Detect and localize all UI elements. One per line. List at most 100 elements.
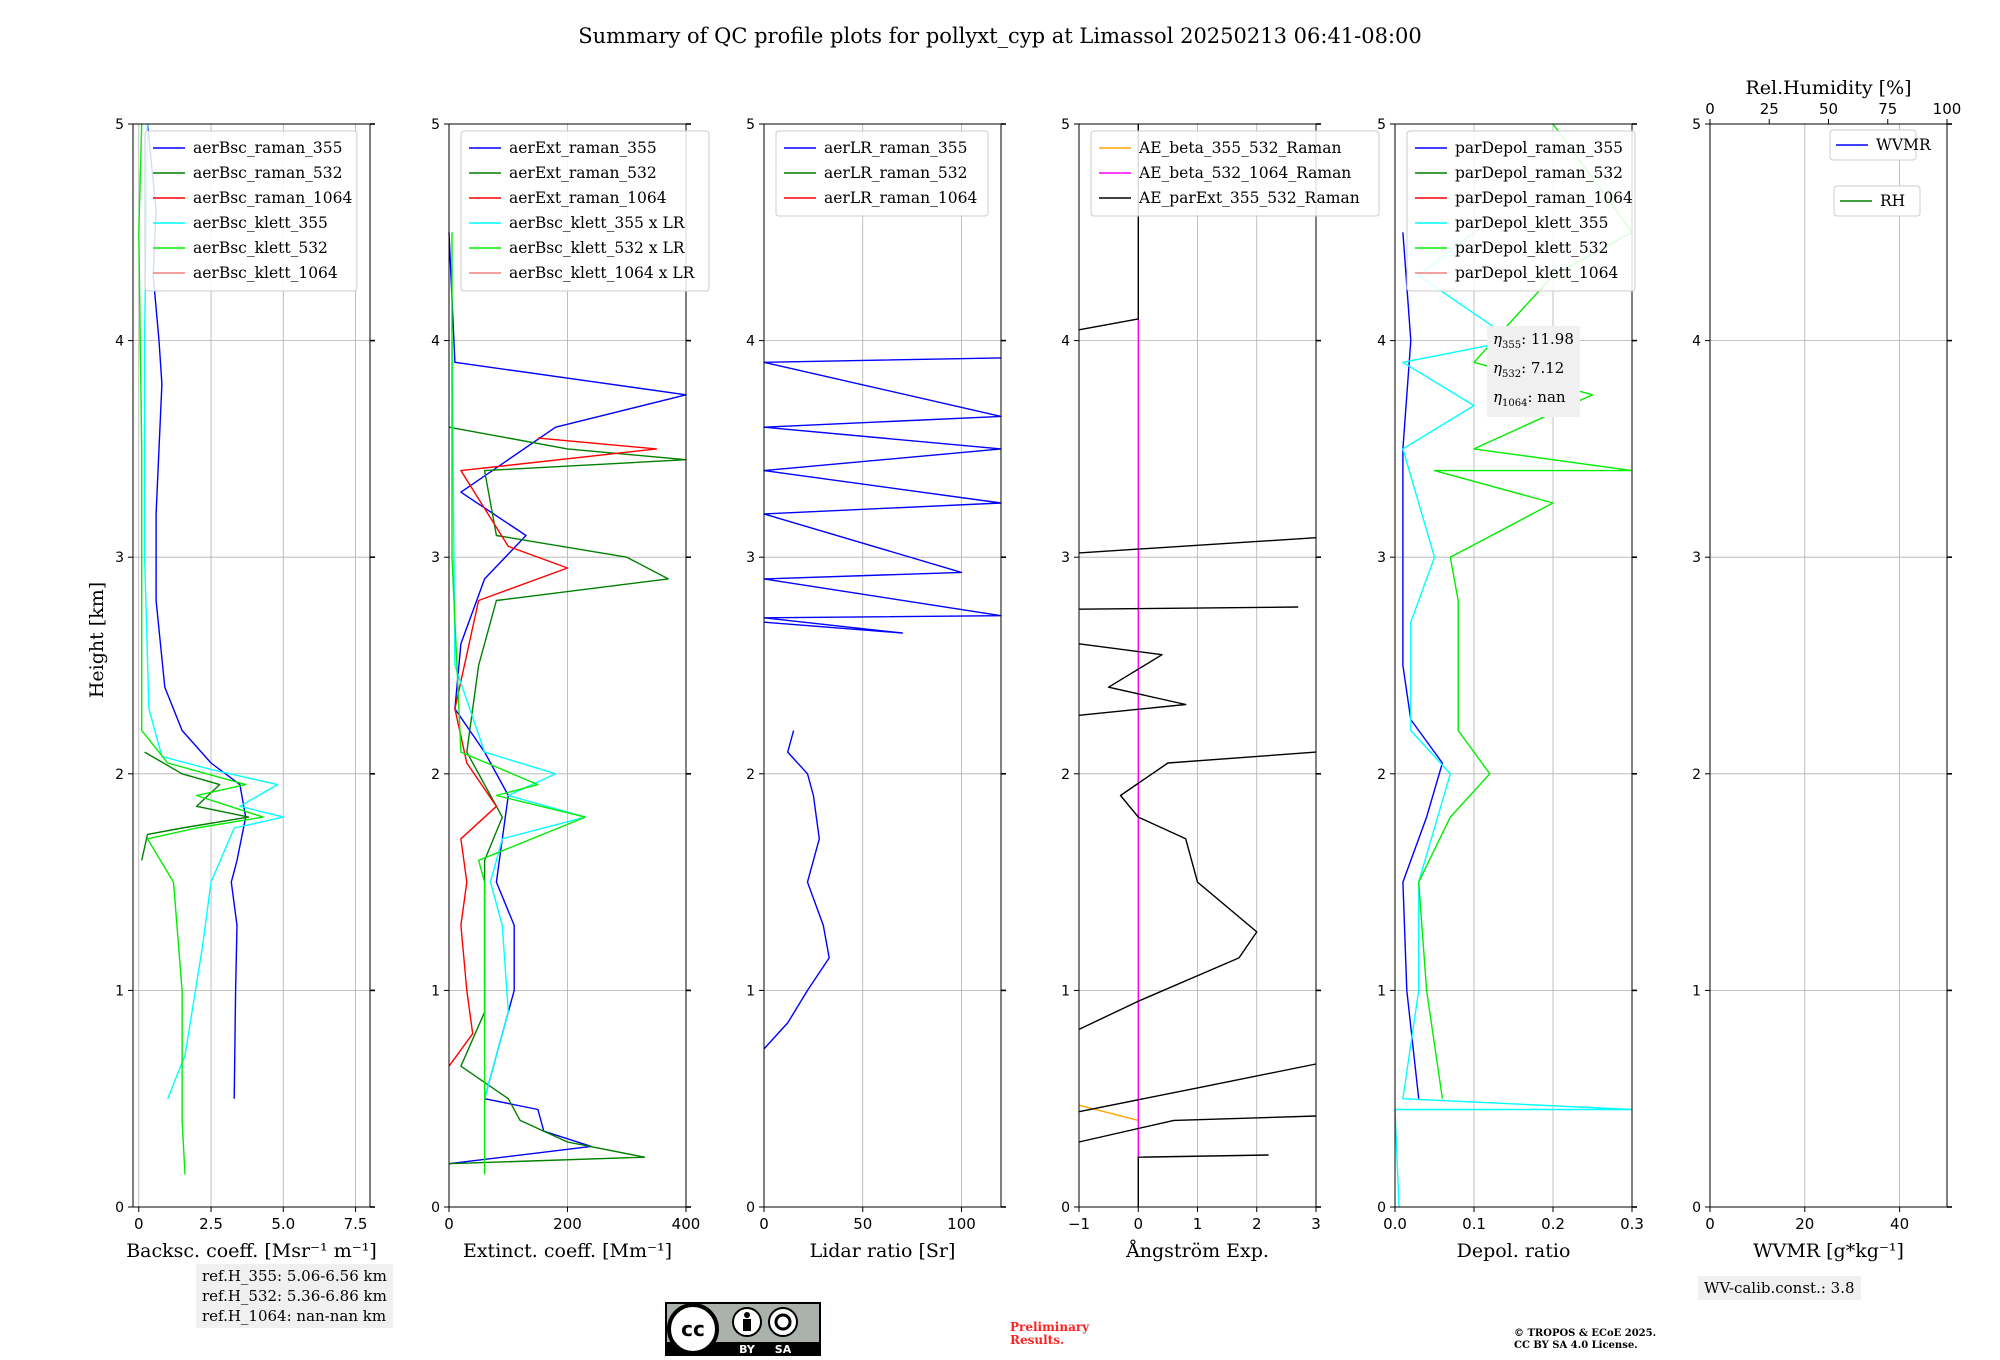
legend-box: [1406, 130, 1636, 292]
y-tick-label: 0: [1061, 1200, 1070, 1216]
y-tick-label: 4: [1692, 334, 1701, 350]
legend-label: AE_beta_532_1064_Raman: [1138, 164, 1351, 182]
series-line: [1417, 123, 1633, 1099]
x-tick-label: 0: [759, 1215, 769, 1233]
legend-label: parDepol_raman_1064: [1455, 189, 1633, 207]
figure-title: Summary of QC profile plots for pollyxt_…: [578, 24, 1422, 48]
copyright-line-1: © TROPOS & ECoE 2025.: [1514, 1328, 1657, 1339]
y-tick-label: 4: [1377, 334, 1386, 350]
series-line: [1402, 232, 1444, 1099]
x-tick-label: 7.5: [344, 1215, 368, 1233]
wv-calib-box: WV-calib.const.: 3.8: [1698, 1276, 1861, 1300]
series-line: [1078, 1063, 1317, 1113]
x-axis-label: Depol. ratio: [1457, 1240, 1571, 1262]
legend-label: AE_parExt_355_532_Raman: [1138, 189, 1360, 207]
sa-icon-arrow: [774, 1313, 792, 1331]
series-line: [451, 340, 586, 1099]
axes-frame: [1394, 123, 1633, 1208]
legend-box: [1829, 129, 1917, 161]
series-line: [1394, 231, 1633, 1208]
y-tick-label: 1: [115, 983, 124, 999]
top-x-tick-label: 50: [1819, 100, 1838, 118]
legend-label: parDepol_klett_532: [1455, 239, 1608, 257]
x-tick-label: 2.5: [199, 1215, 223, 1233]
refh-532: ref.H_532: 5.36-6.86 km: [202, 1287, 387, 1305]
series-line: [1078, 1115, 1317, 1143]
x-tick-label: 0: [1705, 1215, 1715, 1233]
by-icon-body: [743, 1319, 751, 1331]
y-tick-label: 0: [1692, 1200, 1701, 1216]
series-line: [763, 357, 1002, 634]
by-icon-head: [744, 1312, 750, 1318]
legend-label: parDepol_raman_355: [1455, 139, 1623, 157]
x-tick-label: −1: [1068, 1215, 1090, 1233]
copyright-note: © TROPOS & ECoE 2025. CC BY SA 4.0 Licen…: [1514, 1328, 1656, 1352]
legend-label: WVMR: [1876, 136, 1932, 154]
preliminary-line-1: Preliminary: [1010, 1320, 1090, 1334]
y-tick-label: 5: [746, 117, 755, 133]
y-tick-label: 1: [746, 983, 755, 999]
legend-label: aerExt_raman_1064: [509, 189, 667, 207]
legend-label: aerBsc_klett_532 x LR: [509, 239, 686, 257]
x-tick-label: 3: [1311, 1215, 1321, 1233]
y-tick-label: 1: [1377, 983, 1386, 999]
x-tick-label: 1: [1193, 1215, 1203, 1233]
panel-depolarization: 0 1 2 3 4 5 0.0 0.1 0.2 0.3 Depol. ratio parDepol_r…: [1377, 117, 1644, 1262]
legend-box: [144, 130, 358, 292]
series-line: [448, 426, 687, 1165]
y-tick-label: 1: [431, 983, 440, 999]
y-tick-label: 4: [746, 334, 755, 350]
y-tick-label: 3: [1377, 550, 1386, 566]
legend-label: aerBsc_klett_355 x LR: [509, 214, 686, 232]
legend-box: [775, 130, 989, 217]
cc-icon: [667, 1303, 719, 1355]
x-axis-label: Ångström Exp.: [1125, 1240, 1269, 1262]
preliminary-line-2: Results.: [1010, 1333, 1065, 1347]
eta-532: 7.12: [1530, 359, 1565, 377]
legend-label: aerBsc_raman_355: [193, 139, 343, 157]
x-tick-label: 200: [553, 1215, 582, 1233]
legend-label: parDepol_klett_355: [1455, 214, 1608, 232]
x-tick-label: 0.1: [1462, 1215, 1486, 1233]
legend-label: aerBsc_klett_1064 x LR: [509, 264, 696, 282]
series-line: [1078, 537, 1317, 554]
top-x-tick-label: 0: [1705, 100, 1715, 118]
y-tick-label: 2: [746, 767, 755, 783]
eta-1064-row: η1064: nan: [1493, 388, 1566, 409]
x-axis-label: WVMR [g*kg⁻¹]: [1753, 1240, 1904, 1262]
y-tick-label: 2: [431, 767, 440, 783]
eta-1064: nan: [1537, 388, 1566, 406]
sa-icon: [768, 1307, 798, 1337]
by-label: BY: [739, 1343, 756, 1356]
legend-label: aerLR_raman_1064: [824, 189, 977, 207]
refh-355: ref.H_355: 5.06-6.56 km: [202, 1267, 387, 1285]
legend-label: parDepol_klett_1064: [1455, 264, 1618, 282]
series-line: [448, 437, 658, 1067]
x-tick-label: 0.2: [1541, 1215, 1565, 1233]
top-x-axis-label: Rel.Humidity [%]: [1745, 77, 1911, 99]
series-line: [763, 730, 830, 1050]
x-tick-label: 40: [1890, 1215, 1909, 1233]
y-tick-label: 4: [115, 334, 124, 350]
series-line: [1078, 751, 1317, 1031]
y-tick-label: 2: [1061, 767, 1070, 783]
legend-label: aerBsc_raman_532: [193, 164, 343, 182]
x-tick-label: 50: [853, 1215, 872, 1233]
series-line: [1078, 1104, 1139, 1122]
reference-height-box: ref.H_355: 5.06-6.56 km ref.H_532: 5.36-…: [196, 1264, 393, 1328]
y-tick-label: 0: [1377, 1200, 1386, 1216]
panel-backscatter: 0 1 2 3 4 5 0 2.5 5.0 7.5 Backsc. coeff. [Msr⁻¹ m⁻…: [115, 117, 377, 1262]
y-tick-label: 2: [1692, 767, 1701, 783]
legend-label: AE_beta_355_532_Raman: [1138, 139, 1341, 157]
legend-label: aerBsc_klett_355: [193, 214, 328, 232]
legend-label: aerExt_raman_532: [509, 164, 657, 182]
top-x-tick-label: 75: [1878, 100, 1897, 118]
axes-frame: [1709, 123, 1948, 1208]
x-axis-label: Backsc. coeff. [Msr⁻¹ m⁻¹]: [126, 1240, 377, 1262]
legend-label: parDepol_raman_532: [1455, 164, 1623, 182]
series-line: [146, 123, 247, 1099]
series-line: [451, 232, 586, 1175]
legend-label: aerLR_raman_355: [824, 139, 967, 157]
